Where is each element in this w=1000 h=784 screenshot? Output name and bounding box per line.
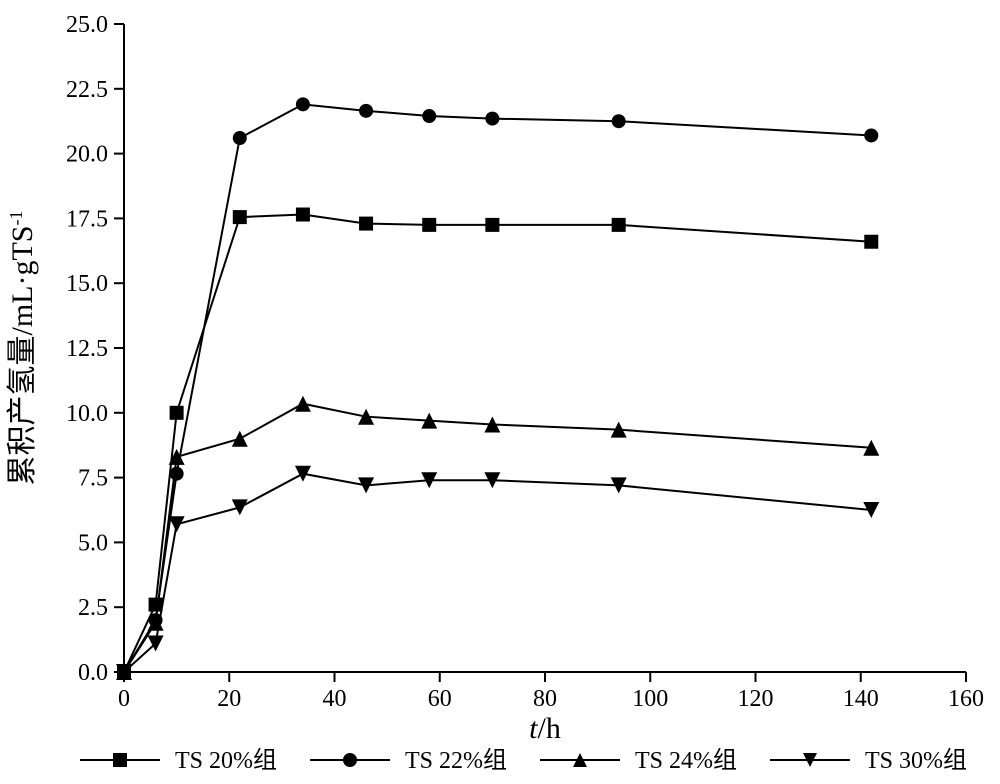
y-tick-label: 20.0 xyxy=(66,142,108,168)
legend-label: TS 20%组 xyxy=(175,747,277,774)
y-tick-label: 22.5 xyxy=(66,77,108,103)
y-tick-label: 12.5 xyxy=(66,336,108,362)
x-tick-label: 120 xyxy=(738,686,774,712)
marker-square xyxy=(149,598,163,612)
x-tick-label: 60 xyxy=(428,686,452,712)
marker-square xyxy=(864,235,878,249)
y-tick-label: 7.5 xyxy=(78,466,108,492)
x-tick-label: 140 xyxy=(843,686,879,712)
y-tick-label: 15.0 xyxy=(66,271,108,297)
marker-square xyxy=(612,218,626,232)
marker-circle xyxy=(343,753,357,767)
chart-svg: 0 20 40 60 80 100 120 140 160 0.0 2.5 5.0 7.5 10.0 12.… xyxy=(0,0,1000,784)
y-tick-label: 10.0 xyxy=(66,401,108,427)
legend-label: TS 30%组 xyxy=(865,747,967,774)
x-tick-label: 40 xyxy=(323,686,347,712)
x-tick-label: 160 xyxy=(948,686,984,712)
series-line xyxy=(124,104,871,672)
y-tick-label: 2.5 xyxy=(78,595,108,621)
chart-container: 0 20 40 60 80 100 120 140 160 0.0 2.5 5.0 7.5 10.0 12.… xyxy=(0,0,1000,784)
marker-square xyxy=(296,208,310,222)
marker-circle xyxy=(233,131,247,145)
x-tick-label: 20 xyxy=(217,686,241,712)
x-tick-label: 0 xyxy=(118,686,130,712)
marker-circle xyxy=(359,104,373,118)
marker-circle xyxy=(612,114,626,128)
marker-square xyxy=(359,217,373,231)
legend-label: TS 24%组 xyxy=(635,747,737,774)
y-tick-label: 5.0 xyxy=(78,530,108,556)
legend-label: TS 22%组 xyxy=(405,747,507,774)
marker-circle xyxy=(485,112,499,126)
marker-circle xyxy=(170,467,184,481)
y-tick-label: 17.5 xyxy=(66,206,108,232)
y-axis-label: 累积产氢量/mL·gTS-1 xyxy=(6,211,39,486)
marker-square xyxy=(113,753,127,767)
x-tick-label: 100 xyxy=(632,686,668,712)
marker-square xyxy=(485,218,499,232)
marker-triangle-down xyxy=(232,499,248,515)
x-axis-label: t/h xyxy=(529,712,561,745)
marker-triangle-down xyxy=(295,466,311,482)
marker-circle xyxy=(864,128,878,142)
marker-circle xyxy=(296,97,310,111)
marker-triangle-up xyxy=(232,431,248,447)
marker-square xyxy=(170,406,184,420)
marker-triangle-up xyxy=(295,396,311,412)
marker-circle xyxy=(422,109,436,123)
marker-square xyxy=(233,210,247,224)
y-tick-label: 0.0 xyxy=(78,660,108,686)
marker-triangle-down xyxy=(169,516,185,532)
x-tick-label: 80 xyxy=(533,686,557,712)
marker-square xyxy=(422,218,436,232)
y-tick-label: 25.0 xyxy=(66,12,108,38)
